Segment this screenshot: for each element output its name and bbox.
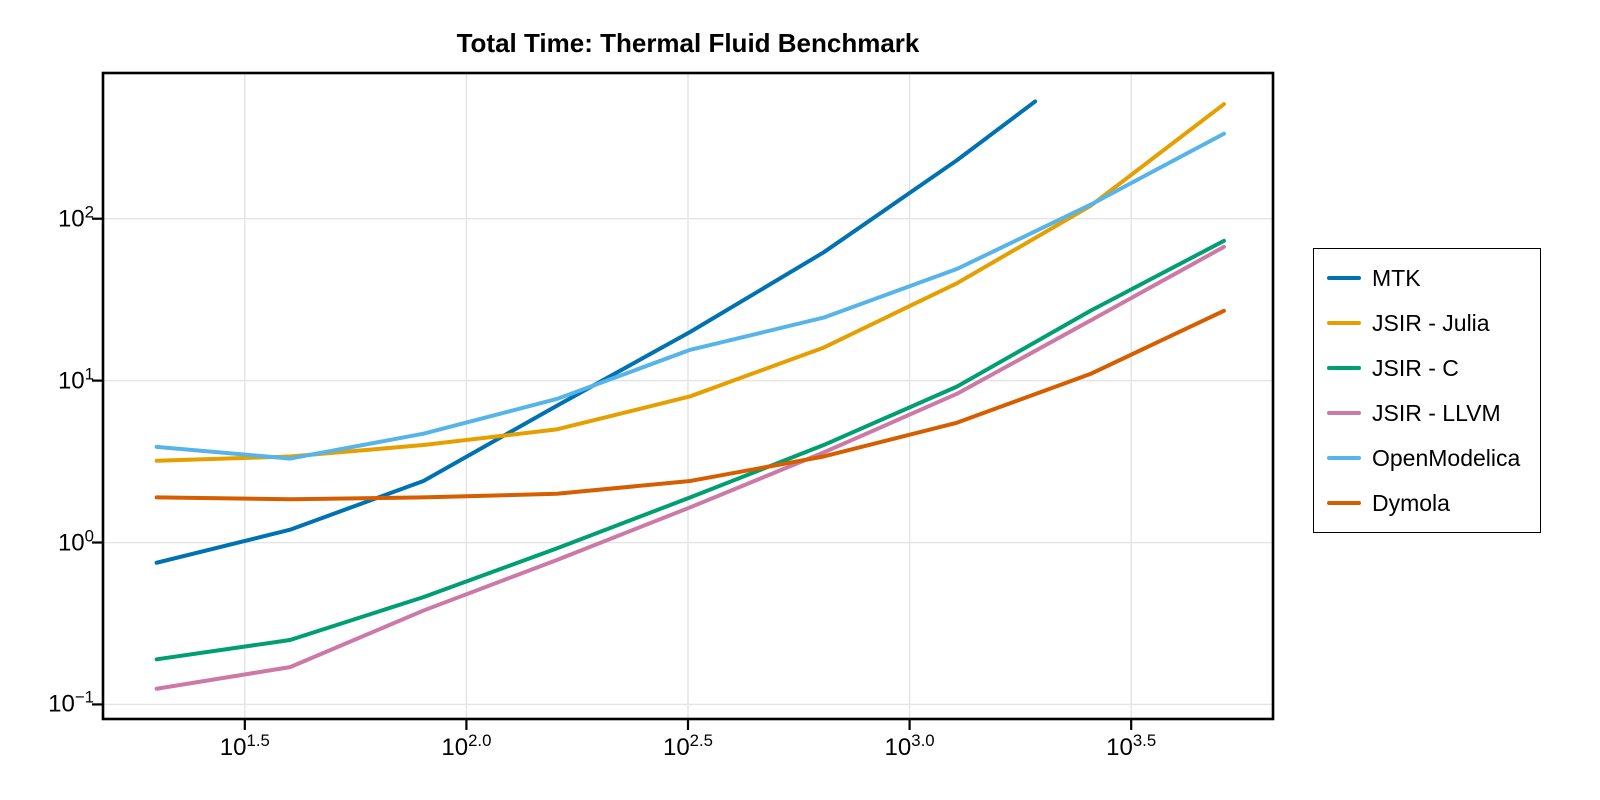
y-tick-label: 10−1 [48, 687, 94, 718]
x-tick-label: 103.5 [1106, 731, 1157, 761]
legend-item-label: JSIR - Julia [1372, 309, 1490, 336]
series-line-jsir-c [154, 238, 1226, 662]
legend-item-label: OpenModelica [1372, 444, 1521, 471]
legend-item: OpenModelica [1314, 436, 1540, 481]
legend-swatch [1327, 501, 1361, 505]
legend-swatch [1327, 276, 1361, 280]
x-tick-label: 102.5 [662, 731, 714, 761]
chart-title: Total Time: Thermal Fluid Benchmark [456, 28, 920, 58]
plot-border [101, 71, 1275, 721]
x-tick-label: 103.0 [884, 731, 935, 761]
legend-item: MTK [1314, 256, 1540, 301]
series-line-jsir-llvm [154, 244, 1226, 691]
y-tick-label: 102 [57, 201, 94, 232]
x-tick-label: 102.0 [441, 731, 492, 761]
series-line-mtk [154, 99, 1038, 565]
legend-item: JSIR - Julia [1314, 301, 1540, 346]
legend-swatch [1327, 366, 1361, 370]
legend-item-label: JSIR - C [1372, 354, 1459, 381]
legend-item-label: Dymola [1372, 489, 1450, 516]
legend-item-label: JSIR - LLVM [1372, 399, 1501, 426]
legend-item: JSIR - LLVM [1314, 391, 1540, 436]
legend-swatch [1327, 321, 1361, 325]
legend: MTK JSIR - Julia JSIR - C JSIR - LLVM OpenMo… [1313, 248, 1541, 533]
legend-item: JSIR - C [1314, 346, 1540, 391]
legend-swatch [1327, 456, 1361, 460]
legend-swatch [1327, 411, 1361, 415]
series-line-dymola [154, 308, 1226, 502]
series-line-jsir-julia [154, 102, 1226, 463]
legend-item: Dymola [1314, 481, 1540, 526]
y-tick-label: 100 [57, 525, 94, 556]
y-tick-label: 101 [57, 363, 94, 394]
series-line-openmodelica [154, 131, 1226, 461]
x-tick-label: 101.5 [219, 731, 270, 761]
legend-item-label: MTK [1372, 264, 1421, 291]
